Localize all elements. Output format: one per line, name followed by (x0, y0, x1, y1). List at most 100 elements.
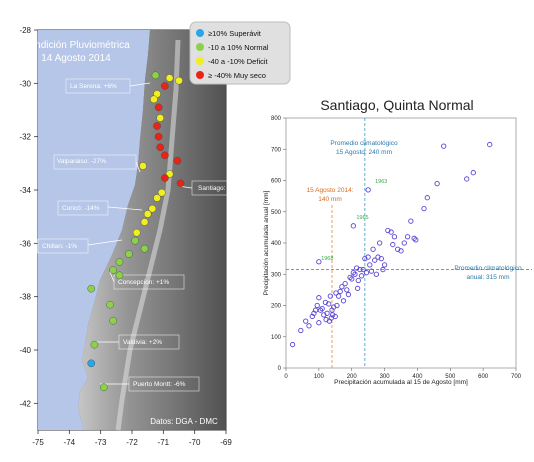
scatter-panel: Santiago, Quinta Normal 0 100 200 300 400 500… (263, 97, 532, 386)
scatter-point (316, 295, 322, 301)
station-marker (90, 340, 99, 349)
vline-label-line2: 15 Agosto: 240 mm (336, 149, 392, 156)
scatter-point (326, 301, 332, 307)
map-legend: ≥10% Superávit -10 a 10% Normal -40 a -1… (189, 21, 291, 85)
land-relief (78, 30, 226, 430)
year-label: 1965 (356, 215, 368, 221)
scatter-point (317, 307, 324, 313)
current-label-line2: 140 mm (318, 196, 341, 203)
station-marker (154, 103, 163, 112)
station-marker (115, 258, 124, 266)
station-marker (143, 210, 152, 218)
scatter-point (365, 187, 371, 193)
scatter-point (441, 143, 447, 149)
scatter-point (303, 318, 309, 324)
lat-tick-label: -36 (19, 239, 31, 248)
lat-tick-label: -32 (19, 133, 31, 142)
lon-tick-label: -75 (32, 438, 44, 447)
scatter-point (298, 327, 304, 334)
station-marker (161, 174, 169, 182)
lat-tick-label: -34 (19, 186, 31, 195)
x-tick-label: 400 (412, 374, 423, 380)
callout-label: Chillan: -1% (42, 243, 77, 250)
scatter-point (334, 302, 340, 309)
scatter-point (434, 180, 440, 187)
map-stations (87, 71, 185, 392)
x-tick-label: 100 (314, 374, 325, 380)
scatter-point (350, 223, 357, 229)
ocean (38, 30, 150, 430)
station-marker (131, 236, 139, 245)
y-tick-label: 500 (271, 210, 282, 216)
callout-box (37, 238, 89, 254)
station-marker (165, 74, 174, 82)
lat-tick-label: -40 (19, 346, 31, 355)
station-marker (161, 151, 169, 160)
callout-label: Valdivia: +2% (123, 339, 162, 346)
lon-tick-label: -73 (95, 438, 107, 447)
callout-box (65, 78, 131, 94)
scatter-point (332, 313, 338, 320)
lat-tick-label: -30 (19, 79, 31, 88)
scatter-point (391, 234, 398, 240)
callout-label: Puerto Montt: -6% (133, 381, 186, 388)
map-callouts: La Serena: +6% Valparaiso: -27% Santiago: … (37, 78, 243, 392)
scatter-point (342, 280, 348, 287)
scatter-point (357, 266, 363, 273)
lon-tick-label: -72 (126, 438, 138, 447)
scatter-point (363, 270, 370, 276)
map-axes: -75 -74 -73 -72 -71 -70 -69 -28 -30 -32 -34 -36 -38 -… (19, 26, 232, 447)
scatter-point (340, 298, 347, 304)
scatter-point (404, 234, 411, 240)
station-marker (106, 300, 114, 309)
callout-label: Santiago: -45% (198, 185, 243, 192)
station-marker (150, 95, 158, 104)
callout-label: Concepcion: +1% (118, 279, 169, 286)
legend-label-surplus: ≥10% Superávit (208, 29, 262, 38)
scatter-point (324, 310, 330, 316)
station-marker (173, 156, 182, 165)
callout-box (57, 200, 109, 216)
scatter-point (355, 277, 361, 284)
station-marker (153, 122, 161, 130)
legend-swatch-normal (196, 43, 204, 51)
station-marker (148, 204, 157, 213)
y-tick-label: 0 (278, 366, 282, 372)
x-tick-label: 300 (380, 374, 391, 380)
callout-leader (107, 206, 143, 211)
callout-leader (135, 161, 141, 173)
legend-swatch-surplus (196, 29, 204, 37)
scatter-point (464, 176, 470, 182)
scatter-point (398, 248, 404, 254)
current-label-line1: 15 Agosto 2014: (307, 187, 354, 194)
station-marker (87, 284, 96, 293)
callout-box (118, 334, 180, 350)
scatter-point (350, 270, 357, 276)
scatter-point (327, 293, 334, 299)
year-label: 1968 (321, 256, 333, 262)
scatter-point (372, 257, 378, 263)
callout-box (191, 180, 239, 196)
callout-label: La Serena: +6% (70, 83, 117, 90)
legend-label-deficit: -40 a -10% Deficit (208, 57, 269, 66)
reference-lines (286, 118, 532, 368)
scatter-point (316, 320, 322, 326)
scatter-point (365, 254, 371, 260)
scatter-point (380, 266, 386, 273)
scatter-point (367, 262, 373, 268)
axis-ticks: 0 100 200 300 400 500 600 700 0 100 200 300 400 500 60… (271, 116, 522, 380)
legend-label-normal: -10 a 10% Normal (208, 43, 269, 52)
y-tick-label: 800 (271, 116, 282, 122)
x-tick-label: 700 (511, 374, 522, 380)
scatter-point (314, 302, 320, 309)
map-title-line1: Condición Pluviométrica (22, 40, 130, 51)
station-marker (100, 383, 108, 392)
scatter-point (411, 235, 417, 241)
scatter-point (378, 255, 384, 262)
scatter-point (360, 266, 366, 273)
scatter-point (487, 141, 493, 148)
map-title-line2: 14 Agosto 2014 (41, 53, 111, 64)
lon-tick-label: -74 (64, 438, 76, 447)
vline-label-line1: Promedio climatológico (330, 140, 398, 147)
